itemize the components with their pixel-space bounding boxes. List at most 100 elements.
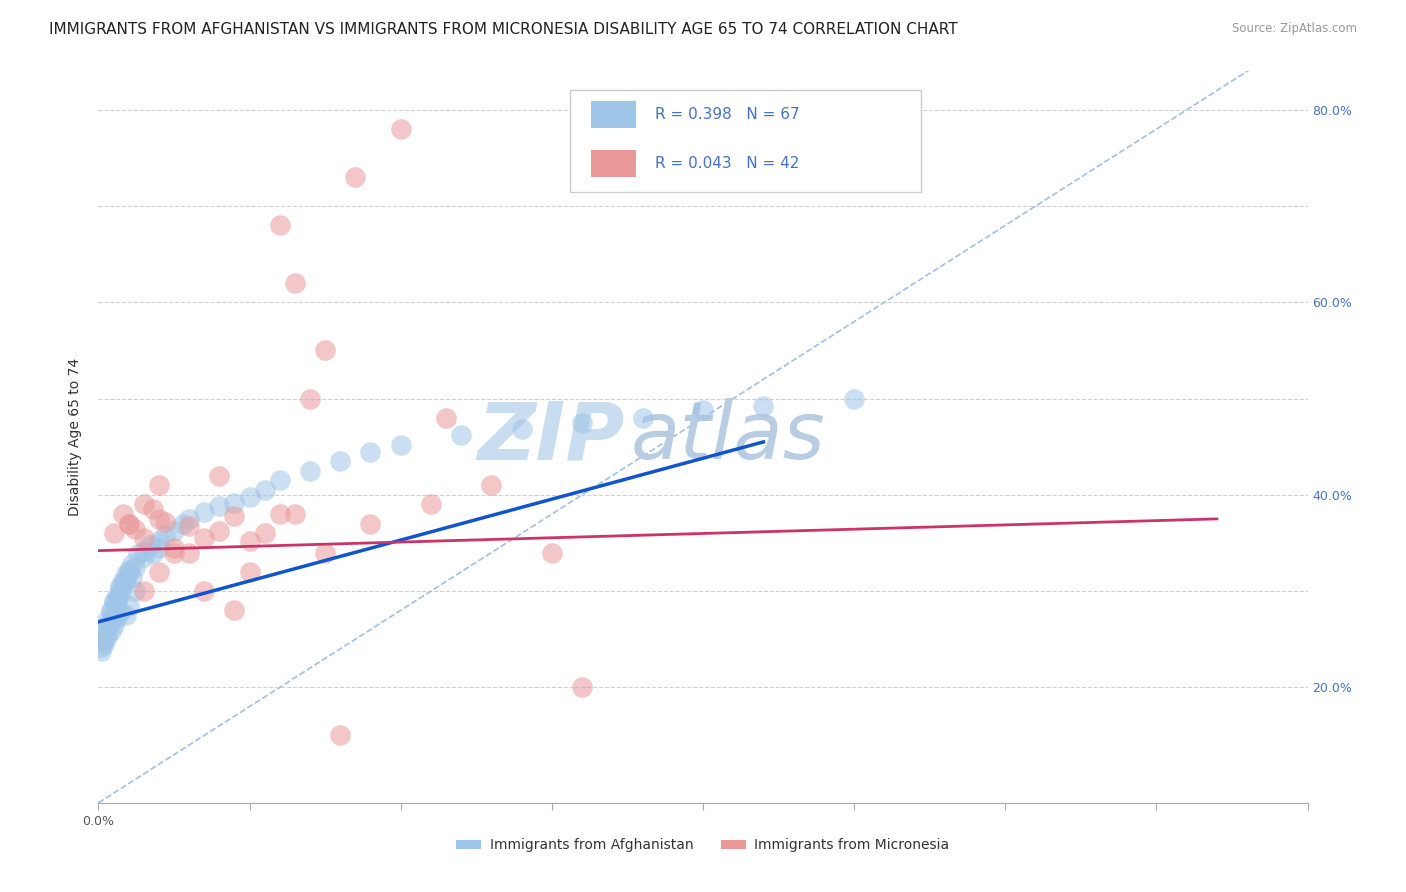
Point	[111, 574, 134, 589]
Point	[139, 538, 162, 552]
Point	[434, 410, 457, 425]
Point	[224, 495, 246, 509]
Point	[284, 507, 307, 521]
Point	[163, 541, 186, 555]
Point	[148, 541, 170, 555]
Point	[163, 524, 186, 539]
Point	[93, 637, 115, 651]
Point	[96, 613, 118, 627]
Point	[208, 524, 231, 539]
Point	[108, 582, 131, 596]
Point	[284, 276, 307, 290]
Point	[450, 428, 472, 442]
Point	[93, 623, 115, 637]
Point	[208, 500, 231, 514]
Bar	[591, 101, 637, 128]
Point	[118, 516, 141, 531]
Point	[148, 565, 170, 579]
Point	[360, 444, 382, 458]
Point	[108, 579, 131, 593]
Point	[121, 569, 143, 583]
Point	[118, 565, 141, 579]
Point	[571, 681, 593, 695]
Point	[269, 474, 291, 488]
Point	[172, 516, 194, 531]
Point	[105, 599, 128, 614]
Point	[179, 512, 201, 526]
Point	[253, 526, 276, 541]
Point	[193, 531, 215, 545]
Point	[105, 611, 128, 625]
Point	[208, 468, 231, 483]
Point	[114, 608, 136, 623]
Bar	[591, 150, 637, 178]
Point	[103, 593, 125, 607]
Point	[510, 422, 533, 436]
Point	[571, 416, 593, 430]
Point	[253, 483, 276, 497]
Point	[118, 599, 141, 613]
Point	[103, 611, 125, 625]
Text: ZIP: ZIP	[477, 398, 624, 476]
Point	[153, 528, 176, 542]
Point	[142, 502, 165, 516]
Point	[269, 507, 291, 521]
Point	[314, 545, 336, 559]
Point	[96, 630, 118, 644]
Point	[631, 410, 654, 425]
Point	[179, 518, 201, 533]
Point	[224, 508, 246, 523]
Point	[163, 545, 186, 559]
Y-axis label: Disability Age 65 to 74: Disability Age 65 to 74	[69, 358, 83, 516]
Point	[121, 557, 143, 571]
Point	[344, 170, 367, 185]
Text: IMMIGRANTS FROM AFGHANISTAN VS IMMIGRANTS FROM MICRONESIA DISABILITY AGE 65 TO 7: IMMIGRANTS FROM AFGHANISTAN VS IMMIGRANT…	[49, 22, 957, 37]
Point	[111, 576, 134, 591]
Point	[124, 560, 146, 574]
Point	[108, 605, 131, 619]
Point	[105, 589, 128, 603]
Point	[105, 591, 128, 606]
Text: R = 0.398   N = 67: R = 0.398 N = 67	[655, 107, 799, 122]
Point	[132, 550, 155, 565]
Point	[118, 563, 141, 577]
Point	[111, 579, 134, 593]
FancyBboxPatch shape	[569, 90, 921, 192]
Point	[114, 573, 136, 587]
Point	[93, 634, 115, 648]
Point	[299, 392, 322, 406]
Text: Source: ZipAtlas.com: Source: ZipAtlas.com	[1232, 22, 1357, 36]
Point	[420, 498, 443, 512]
Point	[692, 403, 714, 417]
Point	[153, 515, 176, 529]
Point	[96, 617, 118, 632]
Point	[269, 219, 291, 233]
Point	[103, 526, 125, 541]
Point	[108, 588, 131, 602]
Point	[90, 632, 112, 647]
Point	[540, 545, 562, 559]
Point	[481, 478, 503, 492]
Legend: Immigrants from Afghanistan, Immigrants from Micronesia: Immigrants from Afghanistan, Immigrants …	[451, 833, 955, 858]
Point	[239, 534, 262, 549]
Point	[360, 516, 382, 531]
Point	[90, 644, 112, 658]
Point	[90, 640, 112, 654]
Point	[100, 624, 122, 639]
Point	[100, 605, 122, 619]
Point	[132, 543, 155, 558]
Point	[96, 627, 118, 641]
Point	[148, 478, 170, 492]
Point	[389, 438, 412, 452]
Point	[844, 392, 866, 406]
Point	[329, 728, 352, 742]
Point	[329, 454, 352, 468]
Text: atlas: atlas	[630, 398, 825, 476]
Point	[239, 565, 262, 579]
Point	[299, 464, 322, 478]
Point	[148, 534, 170, 549]
Point	[124, 584, 146, 599]
Point	[142, 545, 165, 559]
Point	[127, 548, 149, 562]
Point	[118, 516, 141, 531]
